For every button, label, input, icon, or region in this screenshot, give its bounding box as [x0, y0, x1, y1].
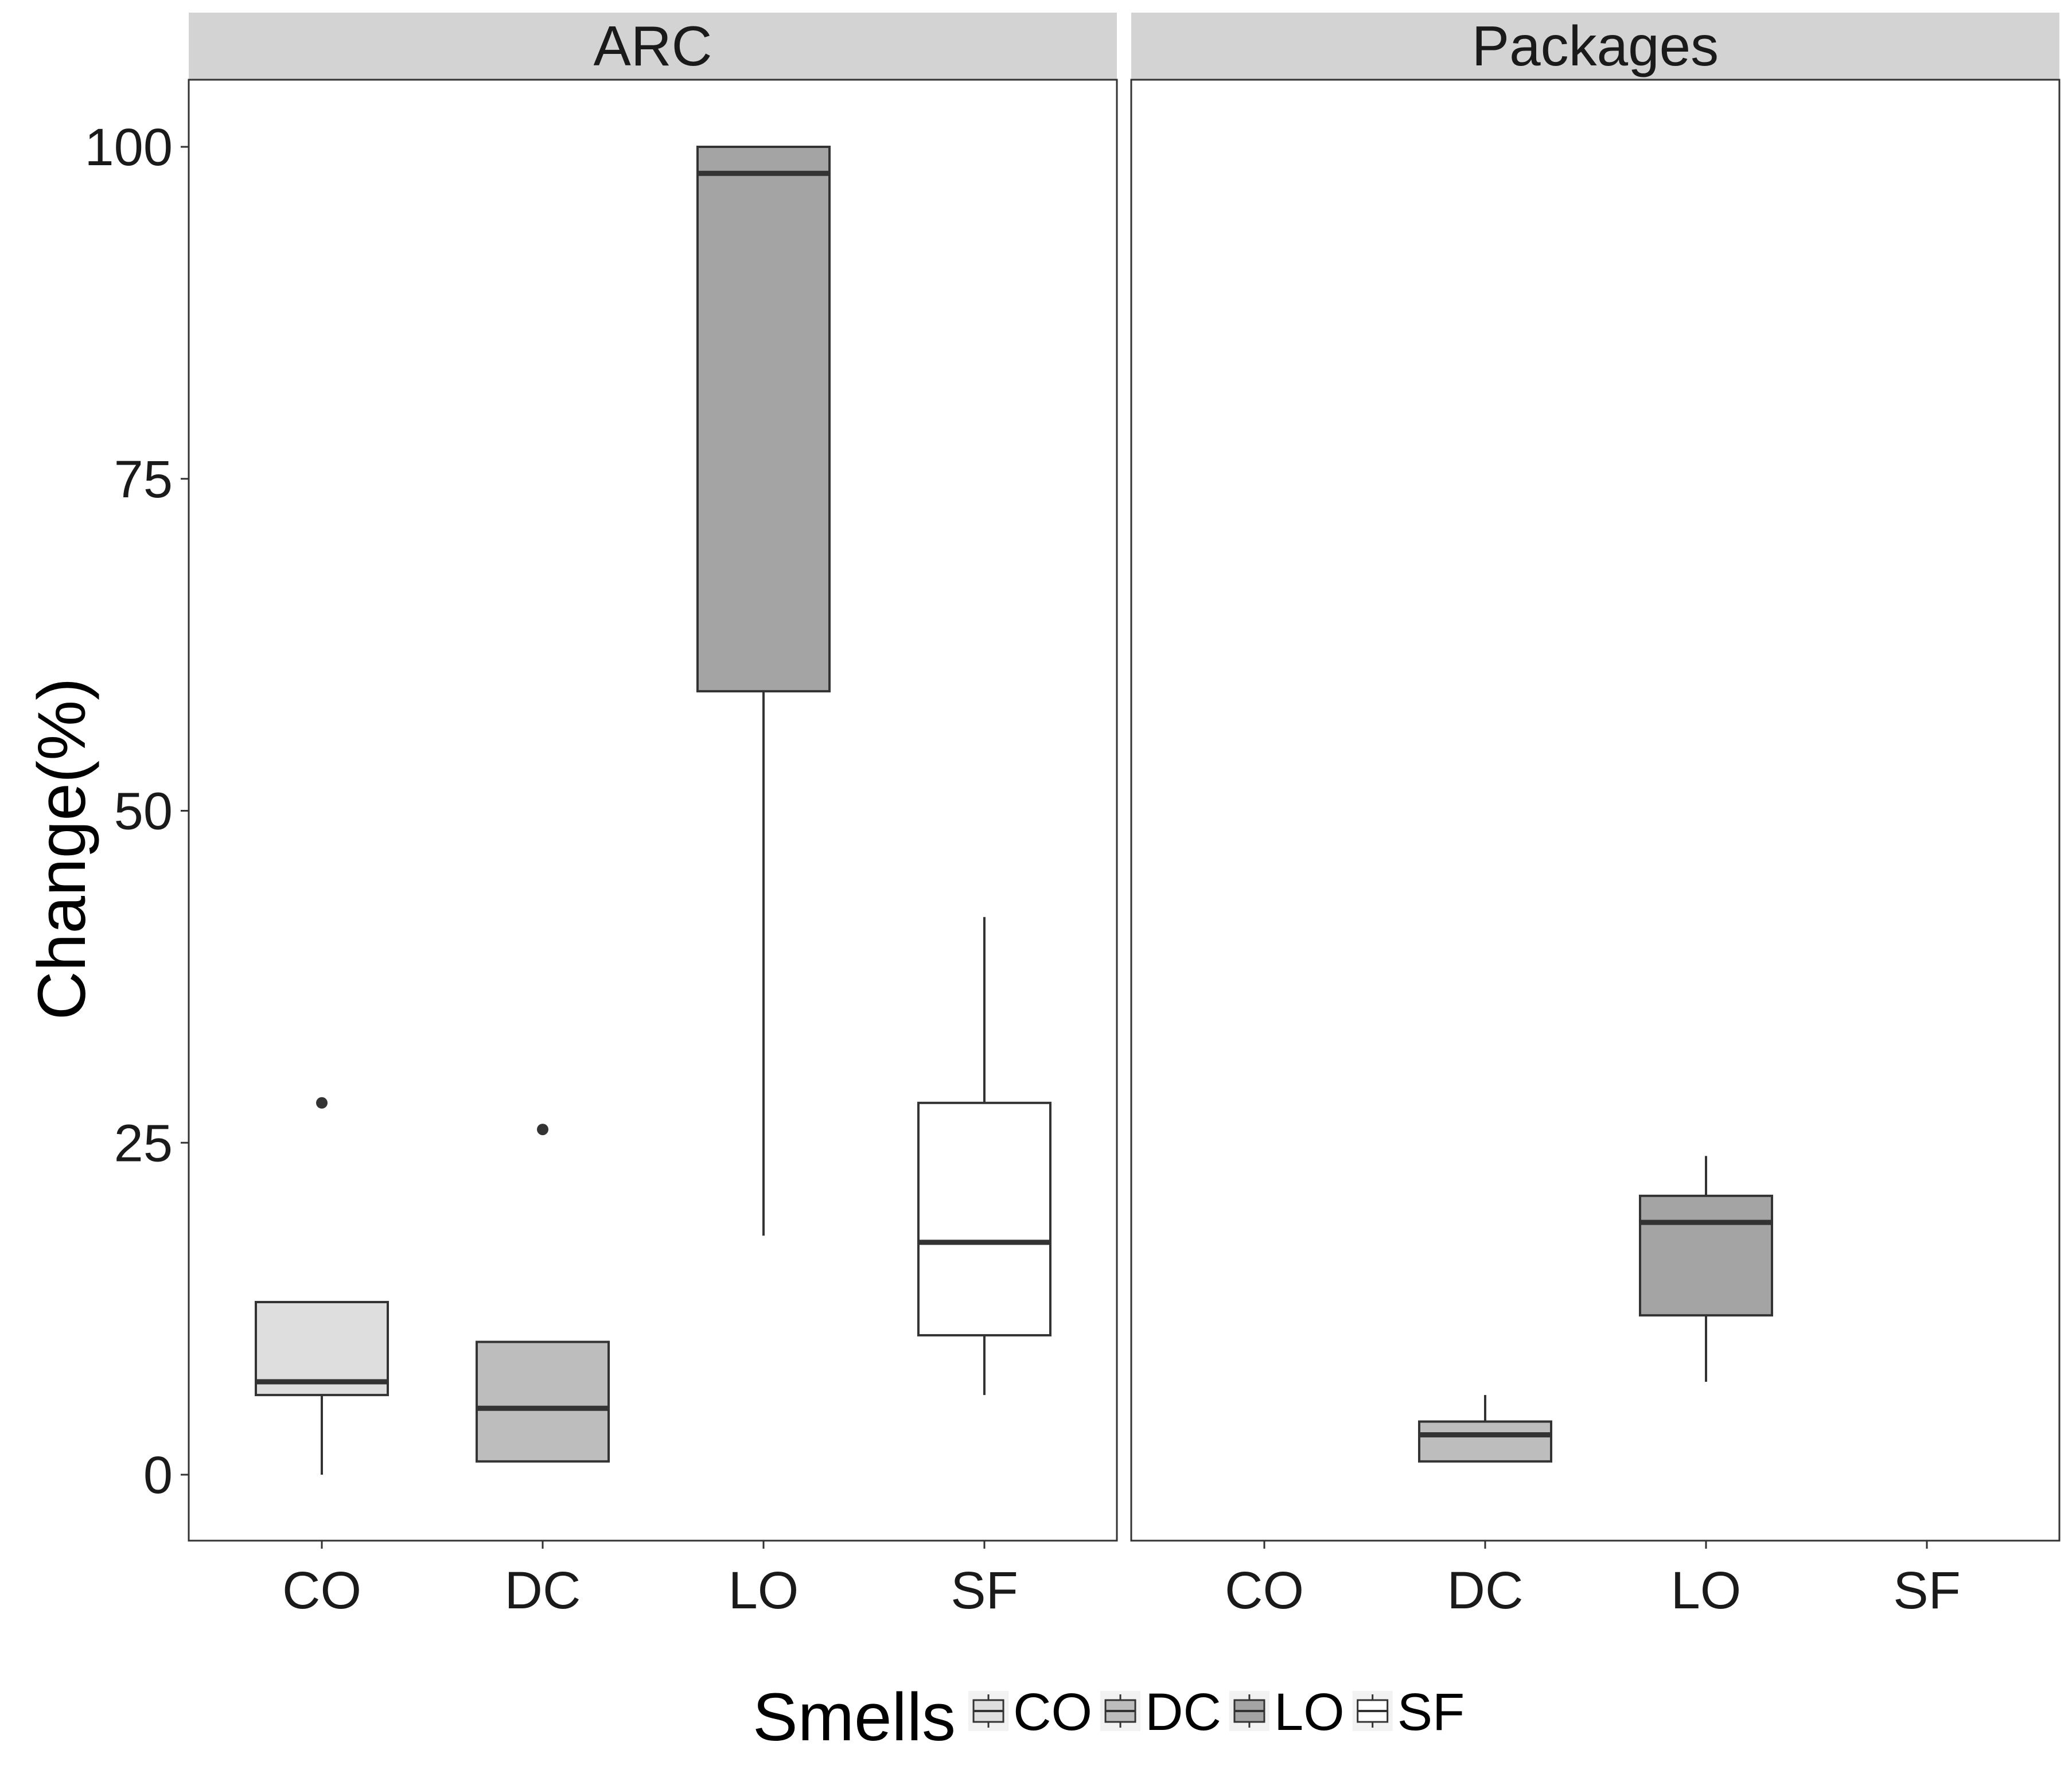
legend-label: LO	[1274, 1683, 1345, 1741]
y-axis-title: Change(%)	[24, 678, 100, 1020]
y-tick-label: 75	[114, 450, 173, 509]
box-arc-dc	[476, 1124, 610, 1463]
legend: Smells CO DC LO SF	[753, 1679, 1465, 1755]
outlier-point	[316, 1097, 328, 1109]
box-arc-sf	[917, 917, 1051, 1396]
x-tick-label: CO	[1225, 1561, 1304, 1620]
legend-item-dc: DC	[1100, 1683, 1221, 1741]
legend-item-sf: SF	[1352, 1683, 1465, 1741]
x-tick-label: LO	[729, 1561, 799, 1620]
legend-item-co: CO	[968, 1683, 1092, 1741]
x-tick-label: DC	[1447, 1561, 1524, 1620]
panel-border	[1130, 79, 2061, 1542]
outlier-point	[537, 1124, 548, 1136]
x-tick-label: SF	[951, 1561, 1018, 1620]
panel-title: Packages	[1472, 14, 1719, 77]
legend-label: CO	[1013, 1683, 1092, 1741]
panel-strip	[189, 13, 1117, 80]
box-arc-lo	[696, 146, 831, 1236]
panel-arc: ARC CO DC LO SF	[188, 13, 1118, 1620]
box-iqr	[696, 146, 831, 693]
legend-items: CO DC LO SF	[968, 1683, 1465, 1741]
y-axis: 0 25 50 75 100	[85, 118, 189, 1505]
box-packages-dc	[1418, 1395, 1552, 1463]
panel-title: ARC	[594, 14, 712, 77]
y-tick-label: 100	[85, 118, 173, 177]
panel-packages: Packages CO DC LO SF	[1130, 13, 2061, 1620]
box-iqr	[917, 1101, 1051, 1336]
y-tick-label: 0	[143, 1446, 173, 1505]
legend-label: SF	[1397, 1683, 1465, 1741]
box-iqr	[476, 1340, 610, 1463]
y-tick-label: 25	[114, 1114, 173, 1172]
box-arc-co	[255, 1097, 389, 1475]
legend-label: DC	[1145, 1683, 1221, 1741]
box-packages-lo	[1639, 1156, 1773, 1382]
facet-panels: ARC CO DC LO SF Packages CO DC LO SF	[188, 13, 2061, 1620]
legend-title: Smells	[753, 1679, 956, 1755]
legend-item-lo: LO	[1229, 1683, 1345, 1741]
x-tick-label: LO	[1671, 1561, 1742, 1620]
x-tick-label: SF	[1893, 1561, 1961, 1620]
x-tick-label: CO	[282, 1561, 361, 1620]
y-tick-label: 50	[114, 782, 173, 841]
x-tick-label: DC	[505, 1561, 581, 1620]
panel-strip	[1131, 13, 2059, 80]
box-iqr	[1639, 1194, 1773, 1317]
box-iqr	[1418, 1420, 1552, 1463]
